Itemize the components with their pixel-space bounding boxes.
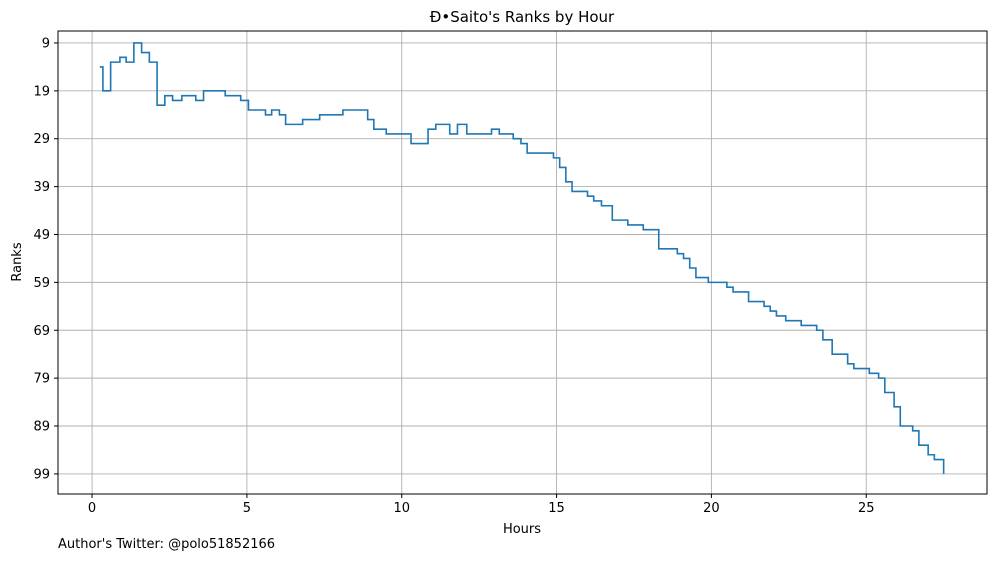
x-tick-label: 15	[548, 501, 565, 516]
series-line	[99, 42, 945, 474]
grid-lines	[58, 31, 987, 494]
y-tick-label: 19	[33, 84, 50, 99]
chart-title: Ð•Saito's Ranks by Hour	[430, 8, 615, 26]
y-tick-label: 39	[33, 180, 50, 195]
y-tick-label: 99	[33, 467, 50, 482]
x-tick-label: 25	[858, 501, 875, 516]
x-tick-label: 0	[88, 501, 96, 516]
x-axis-label: Hours	[503, 522, 541, 537]
y-tick-label: 79	[33, 372, 50, 387]
y-tick-label: 89	[33, 420, 50, 435]
y-axis-ticks: 9 19 29 39 49 59 69 79 89 99	[33, 36, 58, 482]
x-tick-label: 20	[703, 501, 720, 516]
x-axis-ticks: 0 5 10 15 20 25	[88, 494, 875, 516]
y-tick-label: 59	[33, 276, 50, 291]
author-footnote: Author's Twitter: @polo51852166	[58, 537, 276, 552]
y-tick-label: 9	[42, 36, 50, 51]
plot-frame	[57, 30, 988, 495]
y-tick-label: 49	[33, 228, 50, 243]
y-tick-label: 69	[33, 324, 50, 339]
x-tick-label: 5	[243, 501, 251, 516]
x-tick-label: 10	[393, 501, 410, 516]
y-axis-label: Ranks	[10, 242, 25, 281]
y-tick-label: 29	[33, 132, 50, 147]
